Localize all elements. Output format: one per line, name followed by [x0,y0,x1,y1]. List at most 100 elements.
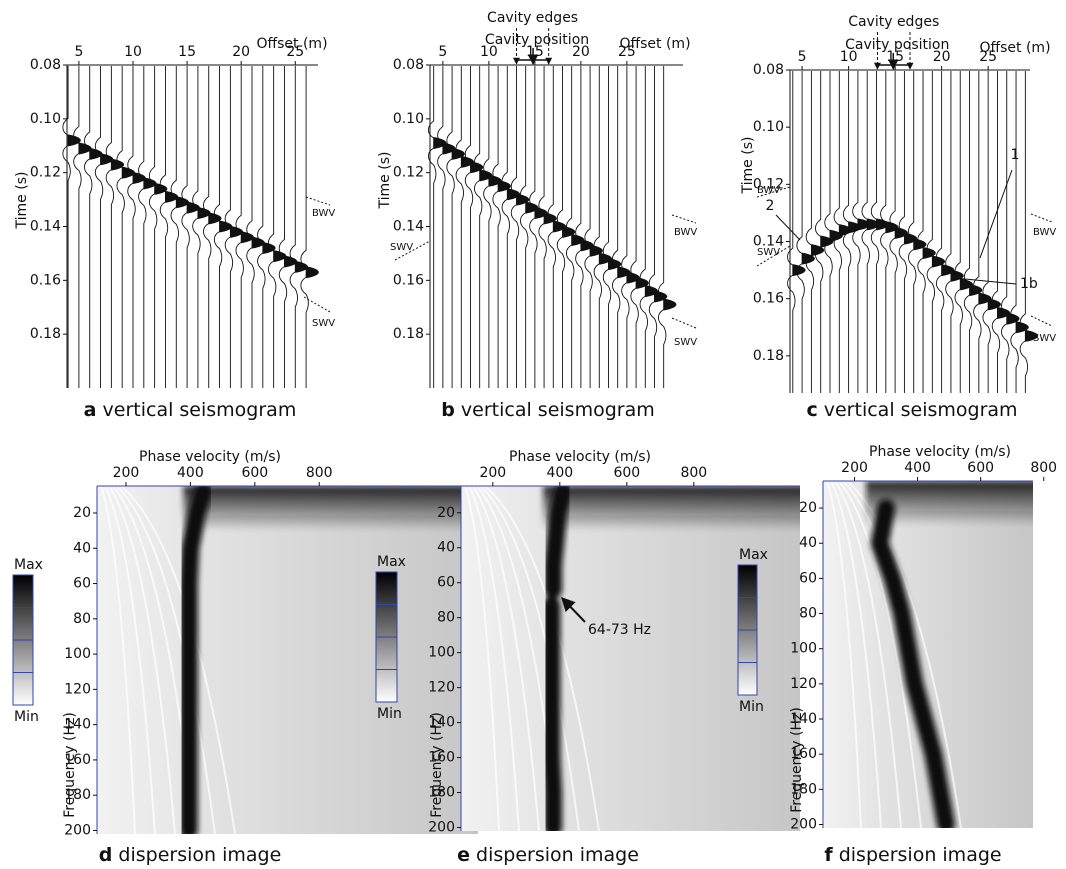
trace-peak [306,266,319,279]
y-tick-label: 160 [64,752,91,768]
trace-line [192,66,201,388]
annotation: 2 [766,198,775,214]
y-tick-label: 0.10 [753,119,784,135]
trace-line [1010,71,1019,393]
trace-line [917,71,926,393]
x-tick-label: 20 [232,44,250,60]
cavity-position-label: Cavity position [845,37,949,53]
trace-line [852,71,861,393]
annotation-line [954,277,1017,285]
colorbar-min: Min [14,709,39,725]
trace-line [796,71,805,393]
trace-peak [284,255,298,268]
x-tick-label: 200 [841,460,868,476]
trace-line [842,71,852,393]
trace-line [861,71,870,393]
trace-line [630,66,639,388]
trace-peak [111,158,125,171]
y-tick-label: 60 [73,576,91,592]
image-background [823,481,1033,828]
trace-peak [241,231,254,244]
trace-peak [154,182,168,195]
image-top-band [543,486,800,531]
trace-line [584,66,593,388]
trace-peak [197,207,211,220]
panel-label: a [84,399,97,421]
trace-peak [792,264,806,277]
trace-line [519,66,529,388]
trace-peak [187,201,200,214]
trace-peak [230,225,244,238]
colorbar-min: Min [739,699,764,715]
cavity-edges-label: Cavity edges [848,14,939,30]
annotation-line [1030,213,1053,223]
x-tick-label: 15 [178,44,196,60]
y-tick-label: 200 [790,816,817,832]
trace-line [181,66,190,388]
trace-peak [663,298,677,311]
trace-line [833,71,843,393]
trace-peak [1025,329,1039,342]
y-tick-label: 0.12 [30,165,61,181]
image-fringe [100,486,136,834]
caption-text: vertical seismogram [461,399,655,421]
y-tick-label: 60 [437,575,455,591]
trace-line [575,66,584,388]
caption-text: dispersion image [476,844,639,866]
image [97,486,478,834]
image-top-band [183,486,478,531]
trace-line [213,66,223,388]
colorbar-min: Min [377,706,402,722]
x-tick-label: 20 [933,49,951,65]
panel-label: c [806,399,817,421]
trace-line [473,66,483,388]
trace-line [547,66,556,388]
y-tick-label: 180 [790,781,817,797]
y-tick-label: 40 [437,540,455,556]
y-tick-label: 0.08 [30,57,61,73]
y-tick-label: 0.08 [393,57,424,73]
y-tick-label: 0.14 [753,234,784,250]
y-tick-label: 0.14 [393,219,424,235]
colorbar-max: Max [739,547,768,563]
y-tick-label: 120 [428,680,455,696]
trace-line [278,66,288,388]
dispersion-ridge [542,486,573,831]
trace-line [148,66,158,388]
trace-peak [208,212,222,225]
trace-line [437,66,446,388]
x-tick-label: 10 [840,49,858,65]
trace-line [84,66,93,388]
annotation-line [671,214,697,224]
annotation: BWV [674,227,697,238]
x-axis-title: Offset (m) [256,36,327,52]
trace-line [116,66,125,388]
trace-line [954,71,963,393]
image-fringe [104,486,156,834]
trace-peak [165,190,179,203]
y-tick-label: 20 [437,505,455,521]
trace-line [446,66,455,388]
trace-line [510,66,520,388]
image-fringe [838,481,922,828]
image-fringe [116,486,216,834]
y-tick-label: 0.14 [30,219,61,235]
trace-line [1019,71,1029,393]
x-tick-label: 10 [480,44,498,60]
y-tick-label: 0.16 [393,272,424,288]
y-tick-label: 20 [799,500,817,516]
y-tick-label: 200 [64,822,91,838]
y-tick-label: 180 [64,787,91,803]
annotation-line [756,186,791,198]
x-tick-label: 5 [798,49,807,65]
y-tick-label: 100 [64,646,91,662]
x-tick-label: 25 [979,49,997,65]
x-tick-label: 600 [241,465,268,481]
y-tick-label: 0.12 [393,165,424,181]
trace-line [889,71,898,393]
y-tick-label: 140 [790,711,817,727]
x-tick-label: 5 [74,44,83,60]
y-axis-title: Time (s) [740,137,756,195]
trace-peak [176,196,190,209]
